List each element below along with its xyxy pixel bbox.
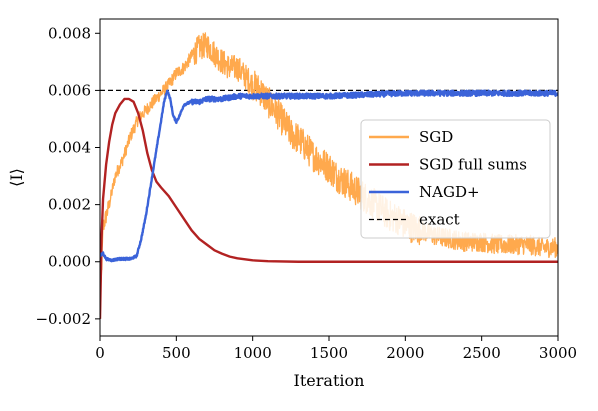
series-line-sgd-full-sums [100,97,558,319]
y-tick-label: 0.000 [48,253,91,271]
x-tick-label: 1000 [234,344,272,362]
series-line-nagd- [100,89,558,263]
y-tick-label: 0.004 [48,139,91,157]
legend: SGD SGD full sums NAGD+ exact [360,119,551,239]
x-axis-label: Iteration [294,371,365,390]
x-tick-label: 500 [162,344,191,362]
series-layer [100,32,558,319]
legend-label: SGD full sums [419,156,527,174]
x-tick-label: 3000 [539,344,577,362]
legend-label: exact [419,211,460,229]
y-tick-label: 0.006 [48,81,91,99]
x-tick-label: 1500 [310,344,348,362]
y-axis-label: ⟨I⟩ [7,168,26,187]
x-tick-label: 0 [95,344,105,362]
y-tick-label: 0.008 [48,24,91,42]
axes-layer: 0 500 1000 1500 2000 2500 3000 −0.002 0.000 0.002… [35,18,577,362]
y-tick-label: 0.002 [48,196,91,214]
legend-label: NAGD+ [419,183,480,201]
legend-label: SGD [419,128,453,146]
x-tick-label: 2000 [386,344,424,362]
x-tick-label: 2500 [463,344,501,362]
legend-box [360,119,551,239]
series-line-sgd [100,32,558,317]
y-tick-label: −0.002 [35,310,91,328]
